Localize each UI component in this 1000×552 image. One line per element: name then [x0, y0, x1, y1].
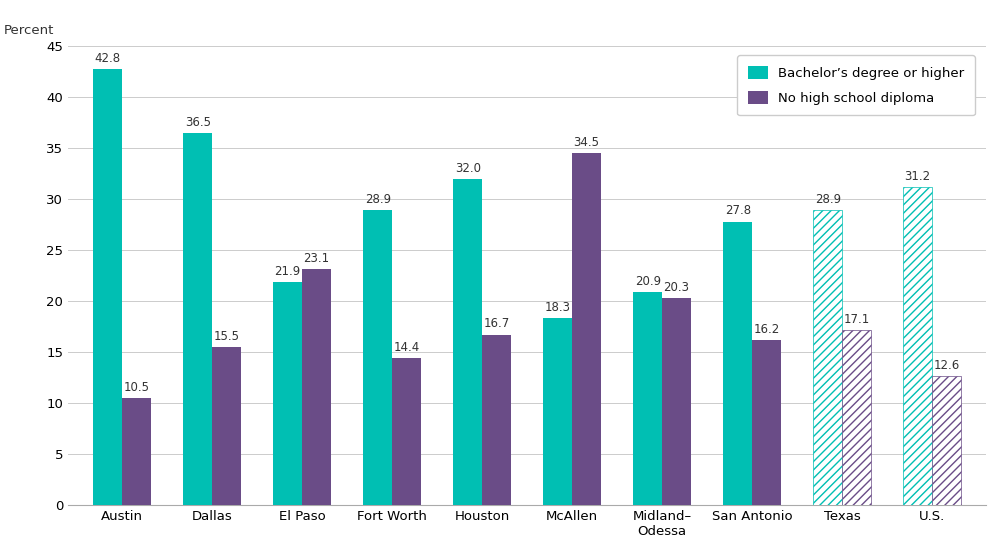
Text: 31.2: 31.2 — [905, 170, 931, 183]
Bar — [543, 319, 572, 505]
Text: 16.7: 16.7 — [483, 317, 510, 331]
Bar — [212, 347, 241, 505]
Bar — [183, 133, 212, 505]
Bar — [932, 376, 961, 505]
Bar — [662, 298, 691, 505]
Text: 16.2: 16.2 — [753, 322, 780, 336]
Text: 21.9: 21.9 — [275, 264, 301, 278]
Bar — [93, 69, 122, 505]
Bar — [302, 269, 331, 505]
Text: 27.8: 27.8 — [725, 204, 751, 217]
Bar — [842, 331, 871, 505]
Bar — [363, 210, 392, 505]
Text: 18.3: 18.3 — [545, 301, 571, 314]
Text: Percent: Percent — [4, 24, 54, 38]
Text: 20.3: 20.3 — [664, 281, 690, 294]
Bar — [903, 187, 932, 505]
Bar — [453, 179, 482, 505]
Text: 20.9: 20.9 — [635, 275, 661, 288]
Bar — [633, 292, 662, 505]
Text: 32.0: 32.0 — [455, 162, 481, 174]
Bar — [273, 282, 302, 505]
Bar — [752, 339, 781, 505]
Bar — [572, 153, 601, 505]
Text: 15.5: 15.5 — [214, 330, 240, 343]
Text: 17.1: 17.1 — [843, 314, 870, 326]
Bar — [392, 358, 421, 505]
Text: 10.5: 10.5 — [124, 380, 150, 394]
Text: 28.9: 28.9 — [365, 193, 391, 206]
Text: 14.4: 14.4 — [393, 341, 420, 354]
Text: 12.6: 12.6 — [933, 359, 960, 372]
Text: 36.5: 36.5 — [185, 116, 211, 129]
Bar — [723, 221, 752, 505]
Bar — [813, 210, 842, 505]
Text: 42.8: 42.8 — [95, 52, 121, 65]
Legend: Bachelor’s degree or higher, No high school diploma: Bachelor’s degree or higher, No high sch… — [737, 55, 975, 115]
Text: 34.5: 34.5 — [574, 136, 600, 149]
Text: 28.9: 28.9 — [815, 193, 841, 206]
Text: 23.1: 23.1 — [303, 252, 330, 266]
Bar — [122, 397, 151, 505]
Bar — [482, 335, 511, 505]
